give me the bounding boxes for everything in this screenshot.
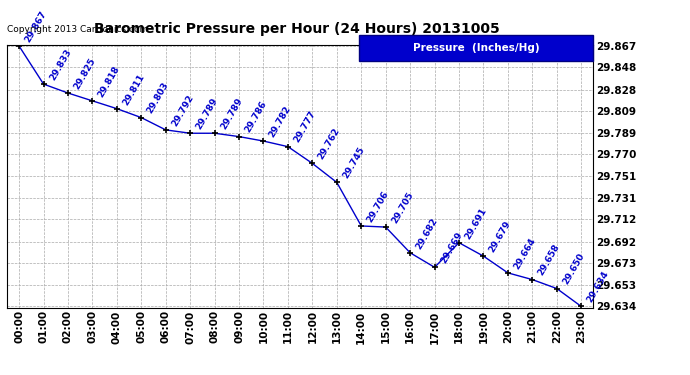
Text: 29.792: 29.792 (170, 93, 195, 128)
Text: 29.762: 29.762 (317, 126, 342, 161)
Text: 29.786: 29.786 (243, 100, 268, 134)
Text: 29.789: 29.789 (219, 96, 244, 131)
Text: Copyright 2013 Cartronics.com: Copyright 2013 Cartronics.com (7, 26, 148, 34)
Text: 29.669: 29.669 (439, 230, 464, 265)
Text: 29.825: 29.825 (72, 56, 97, 91)
Text: 29.650: 29.650 (561, 252, 586, 286)
Text: 29.705: 29.705 (390, 190, 415, 225)
Text: Pressure  (Inches/Hg): Pressure (Inches/Hg) (413, 43, 540, 52)
Text: 29.789: 29.789 (195, 96, 219, 131)
Text: 29.867: 29.867 (23, 9, 48, 44)
FancyBboxPatch shape (359, 34, 593, 61)
Text: 29.777: 29.777 (292, 110, 317, 144)
Text: 29.658: 29.658 (536, 243, 562, 278)
Text: 29.782: 29.782 (268, 104, 293, 139)
Text: 29.811: 29.811 (121, 72, 146, 106)
Text: Barometric Pressure per Hour (24 Hours) 20131005: Barometric Pressure per Hour (24 Hours) … (94, 22, 500, 36)
Text: 29.682: 29.682 (414, 216, 440, 250)
Text: 29.745: 29.745 (341, 146, 366, 180)
Text: 29.818: 29.818 (97, 64, 121, 99)
Text: 29.833: 29.833 (48, 47, 73, 82)
Text: 29.803: 29.803 (146, 81, 170, 116)
Text: 29.679: 29.679 (488, 219, 513, 254)
Text: 29.634: 29.634 (585, 270, 611, 304)
Text: 29.706: 29.706 (366, 189, 391, 224)
Text: 29.691: 29.691 (463, 206, 489, 240)
Text: 29.664: 29.664 (512, 236, 538, 271)
